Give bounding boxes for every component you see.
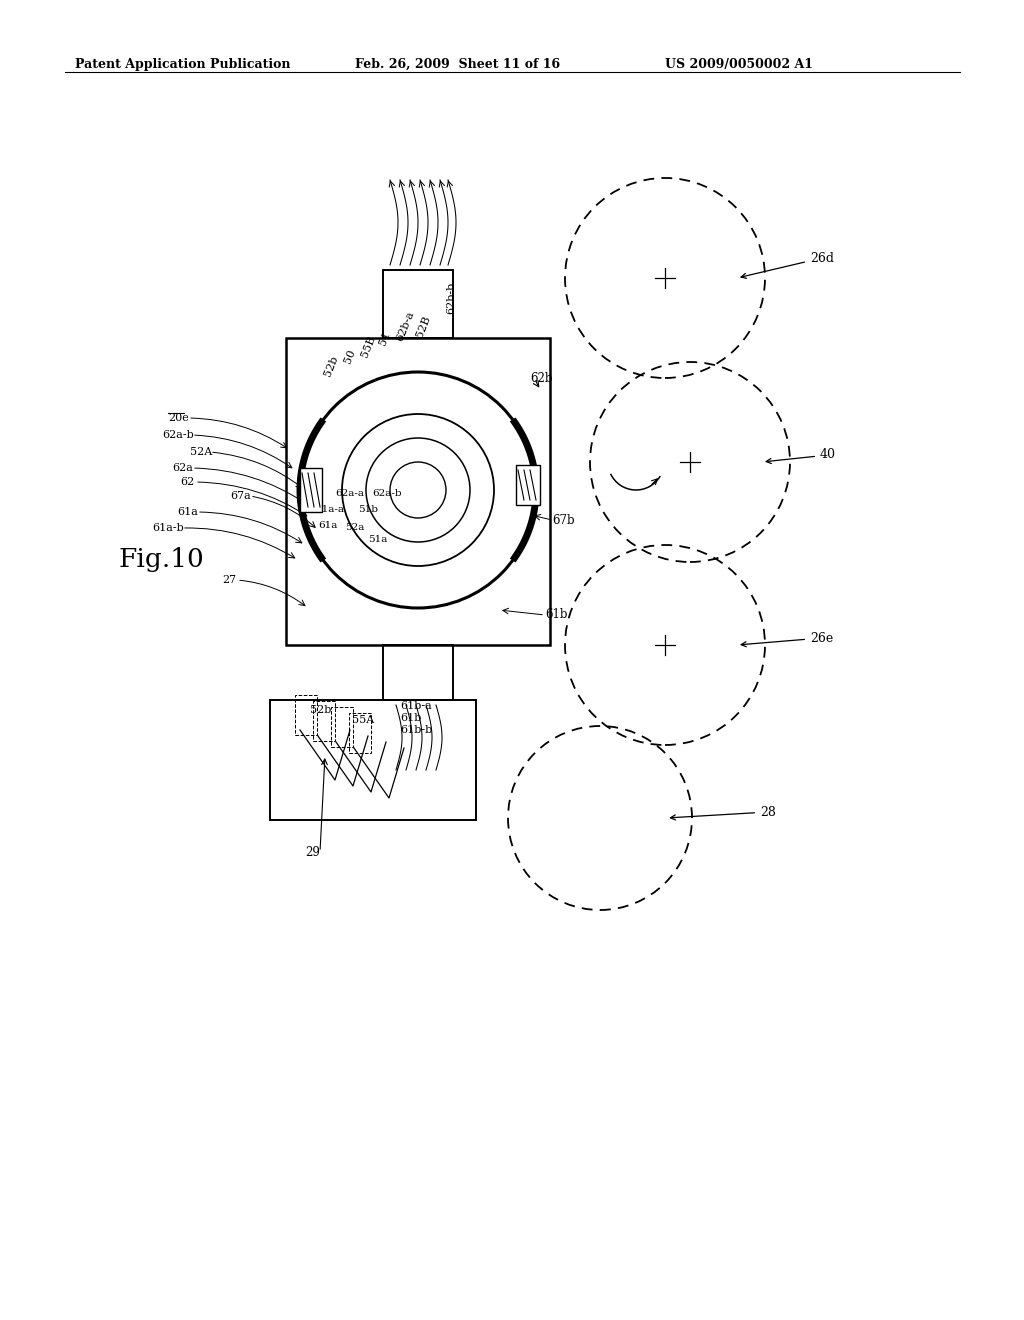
Text: 61a: 61a	[318, 520, 337, 529]
Text: 62a-a: 62a-a	[335, 490, 364, 499]
Text: 61b: 61b	[545, 609, 567, 622]
Text: US 2009/0050002 A1: US 2009/0050002 A1	[665, 58, 813, 71]
Text: 20e: 20e	[168, 413, 188, 422]
Text: 62a-b: 62a-b	[162, 430, 194, 440]
Text: 67a: 67a	[230, 491, 251, 502]
Text: 26e: 26e	[741, 631, 834, 647]
Text: 52b: 52b	[310, 705, 332, 715]
Text: 62b: 62b	[530, 371, 553, 384]
Text: 62b-a: 62b-a	[395, 309, 416, 343]
Text: 52B: 52B	[415, 314, 432, 338]
Text: 55A: 55A	[352, 715, 374, 725]
Text: Fig.10: Fig.10	[118, 548, 204, 573]
Text: Patent Application Publication: Patent Application Publication	[75, 58, 291, 71]
Text: 61b: 61b	[400, 713, 421, 723]
Text: 27: 27	[222, 576, 237, 585]
Text: 62a-b: 62a-b	[372, 490, 401, 499]
Bar	[286, 338, 550, 645]
Text: 61b-b: 61b-b	[400, 725, 432, 735]
Bar	[300, 469, 322, 512]
Bar	[349, 713, 371, 752]
Bar	[295, 696, 317, 735]
Text: 67b: 67b	[552, 513, 574, 527]
Text: 51b: 51b	[358, 506, 378, 515]
Text: 55B: 55B	[359, 334, 377, 358]
Bar	[270, 700, 476, 820]
Text: 61a: 61a	[177, 507, 198, 517]
Text: 52a: 52a	[345, 524, 365, 532]
Text: 29: 29	[305, 846, 319, 858]
Text: 61a-a: 61a-a	[315, 506, 344, 515]
Text: 61b-a: 61b-a	[400, 701, 432, 711]
Text: 51a: 51a	[368, 536, 387, 544]
Text: Feb. 26, 2009  Sheet 11 of 16: Feb. 26, 2009 Sheet 11 of 16	[355, 58, 560, 71]
Bar	[383, 271, 453, 338]
Text: 50: 50	[343, 347, 357, 364]
Text: 28: 28	[671, 805, 776, 820]
Bar	[516, 465, 540, 506]
Bar	[313, 701, 335, 741]
Text: 52b: 52b	[323, 354, 340, 378]
Text: 61a-b: 61a-b	[152, 523, 183, 533]
Bar	[331, 708, 353, 747]
Text: 52A: 52A	[190, 447, 212, 457]
Text: 40: 40	[766, 449, 836, 463]
Bar	[383, 645, 453, 700]
Text: 62: 62	[180, 477, 195, 487]
Text: 26d: 26d	[741, 252, 834, 279]
Text: 51: 51	[378, 330, 392, 347]
Text: 62b-b: 62b-b	[446, 282, 456, 314]
Text: 62a: 62a	[172, 463, 193, 473]
